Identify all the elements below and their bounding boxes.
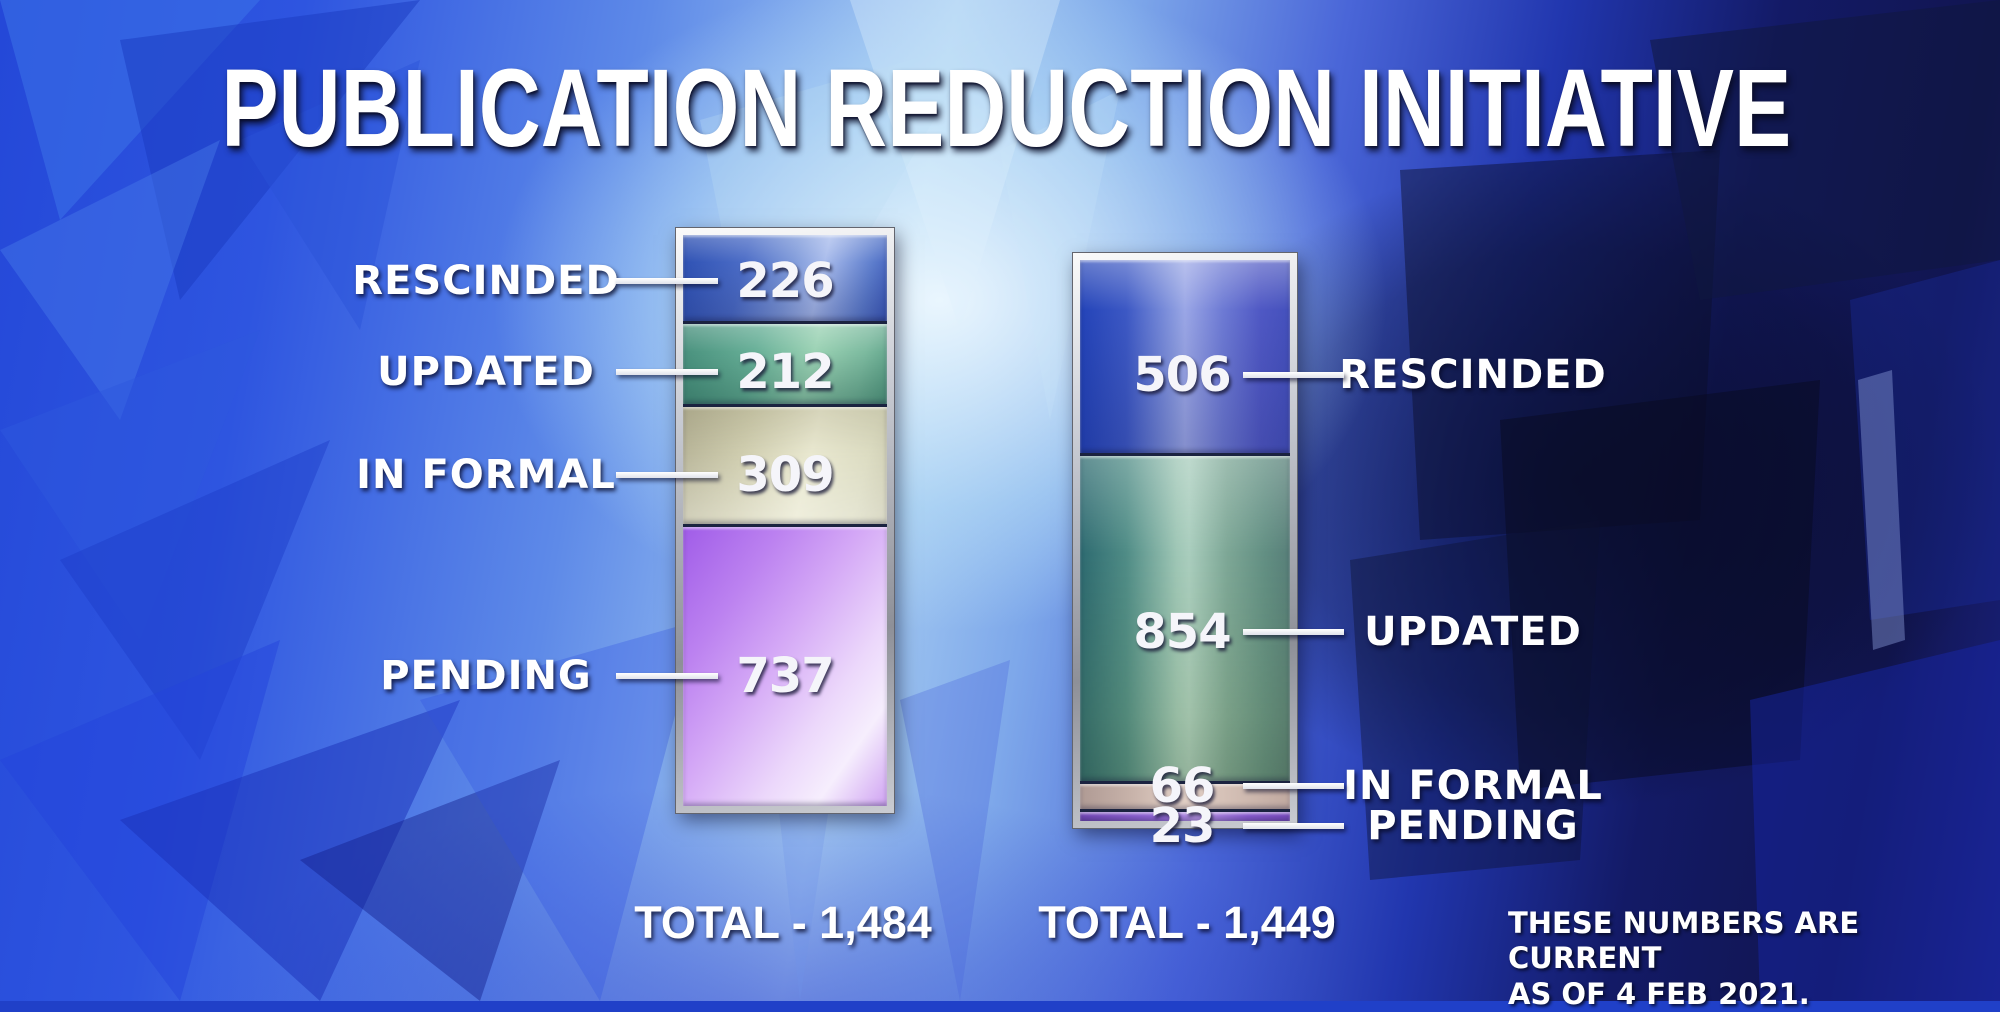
- page-title: PUBLICATION REDUCTION INITIATIVE: [221, 47, 1792, 170]
- category-label: PENDING: [380, 653, 592, 700]
- segment-value: 66: [1149, 757, 1216, 814]
- leader-line: [1243, 629, 1344, 636]
- footnote: THESE NUMBERS ARE CURRENT AS OF 4 FEB 20…: [1508, 906, 2000, 1012]
- segment-value: 226: [736, 252, 834, 309]
- leader-line: [616, 472, 718, 479]
- category-label: UPDATED: [1364, 609, 1582, 656]
- total-label: TOTAL - 1,449: [1038, 897, 1336, 948]
- bar-segment-rescinded: [1080, 260, 1290, 453]
- segment-value: 506: [1133, 347, 1231, 404]
- bar-segments: [683, 235, 887, 806]
- bar-segment-updated: [683, 323, 887, 404]
- category-label: IN FORMAL: [1343, 762, 1603, 809]
- segment-value: 854: [1133, 604, 1231, 661]
- leader-line: [616, 673, 718, 680]
- bar-segments: [1080, 260, 1290, 821]
- segment-value: 737: [736, 648, 834, 705]
- segment-value: 23: [1149, 797, 1216, 854]
- footnote-line2: AS OF 4 FEB 2021.: [1508, 976, 1810, 1011]
- category-label: RESCINDED: [1339, 352, 1607, 399]
- category-label: RESCINDED: [352, 257, 620, 304]
- leader-line: [1243, 372, 1344, 379]
- category-label: IN FORMAL: [356, 452, 616, 499]
- category-label: UPDATED: [377, 348, 595, 395]
- leader-line: [616, 277, 718, 284]
- stacked-bar-left: [676, 228, 894, 813]
- segment-value: 212: [736, 343, 834, 400]
- leader-line: [616, 368, 718, 375]
- stacked-bar-right: [1073, 253, 1297, 828]
- category-label: PENDING: [1367, 802, 1579, 849]
- leader-line: [1243, 822, 1344, 829]
- leader-line: [1243, 782, 1344, 789]
- footnote-line1: THESE NUMBERS ARE CURRENT: [1508, 906, 1860, 976]
- bar-segment-in-formal: [683, 406, 887, 524]
- total-label: TOTAL - 1,484: [634, 897, 932, 948]
- bar-segment-updated: [1080, 455, 1290, 782]
- bar-segment-pending: [1080, 812, 1290, 821]
- segment-value: 309: [736, 447, 834, 504]
- bar-segment-pending: [683, 526, 887, 806]
